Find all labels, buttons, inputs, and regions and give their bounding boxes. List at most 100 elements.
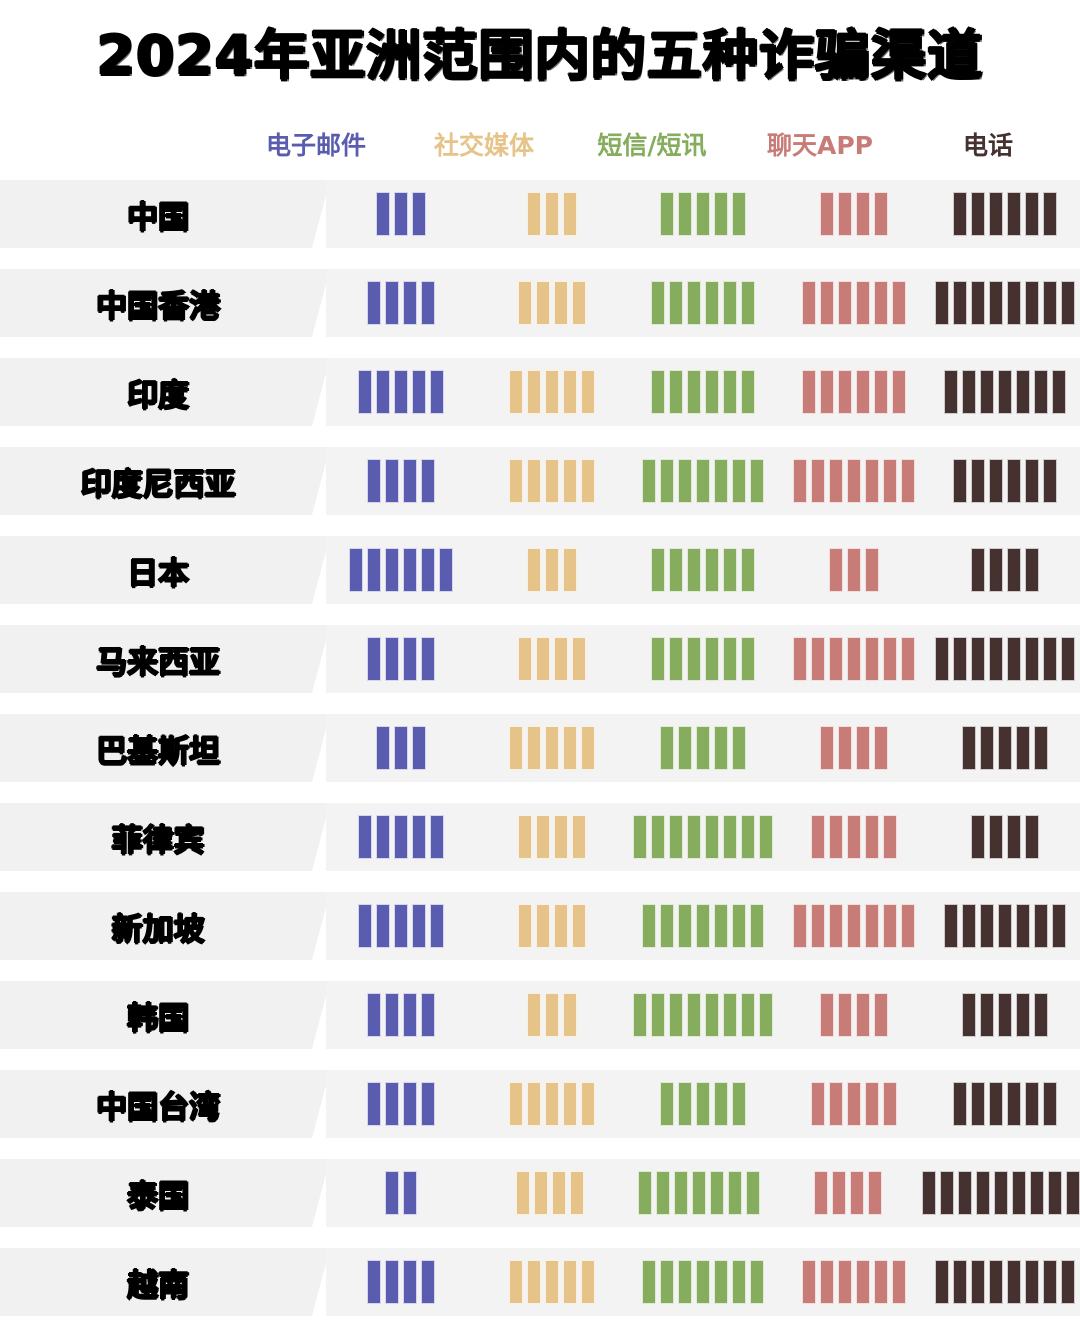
bar-unit: [740, 815, 755, 859]
bar-unit: [668, 281, 683, 325]
bar-group-social: [475, 1159, 624, 1227]
bar-unit: [831, 1171, 846, 1215]
country-label: 越南: [127, 1267, 189, 1304]
bar-group-phone: [922, 1159, 1080, 1227]
bar-unit: [837, 1260, 852, 1304]
bar-group-email: [326, 180, 477, 248]
bar-unit: [1024, 1260, 1039, 1304]
bar-unit: [554, 904, 569, 948]
bar-unit: [940, 1171, 954, 1215]
bar-panel: [326, 447, 1080, 515]
bar-unit: [367, 548, 382, 592]
bar-unit: [421, 993, 436, 1037]
bar-unit: [1015, 904, 1030, 948]
bar-unit: [1051, 904, 1066, 948]
bar-unit: [970, 192, 985, 236]
bar-unit: [713, 192, 728, 236]
country-label-panel: 中国: [0, 180, 330, 248]
bar-unit: [828, 904, 843, 948]
bar-unit: [677, 1260, 692, 1304]
bar-unit: [695, 192, 710, 236]
bar-unit: [1042, 1082, 1057, 1126]
bar-unit: [1015, 370, 1030, 414]
bar-unit: [650, 993, 665, 1037]
bar-unit: [922, 1171, 936, 1215]
bar-unit: [536, 904, 551, 948]
bar-unit: [961, 993, 976, 1037]
bar-unit: [709, 1171, 724, 1215]
bar-unit: [810, 637, 825, 681]
bar-unit: [731, 1260, 746, 1304]
chart-row: 马来西亚: [0, 625, 1080, 714]
bar-group-phone: [929, 714, 1080, 782]
country-label-panel: 泰国: [0, 1159, 330, 1227]
bar-unit: [900, 637, 915, 681]
bar-unit: [722, 637, 737, 681]
bar-unit: [650, 281, 665, 325]
bar-unit: [394, 192, 409, 236]
bar-unit: [1033, 993, 1048, 1037]
bar-unit: [686, 281, 701, 325]
bar-unit: [545, 548, 560, 592]
bar-unit: [997, 993, 1012, 1037]
bar-unit: [1042, 637, 1057, 681]
bar-unit: [979, 904, 994, 948]
bar-unit: [421, 548, 436, 592]
bar-unit: [563, 459, 578, 503]
bar-unit: [1006, 1082, 1021, 1126]
bar-unit: [740, 548, 755, 592]
bar-unit: [668, 815, 683, 859]
bar-group-social: [477, 1248, 628, 1316]
bar-unit: [740, 370, 755, 414]
bar-unit: [1033, 370, 1048, 414]
bar-unit: [873, 192, 888, 236]
bar-unit: [1024, 459, 1039, 503]
bar-unit: [1024, 192, 1039, 236]
bar-unit: [900, 904, 915, 948]
bar-unit: [864, 1082, 879, 1126]
bar-unit: [713, 726, 728, 770]
bar-panel: [326, 714, 1080, 782]
bar-unit: [668, 637, 683, 681]
bar-unit: [1024, 548, 1039, 592]
bar-unit: [943, 370, 958, 414]
bar-unit: [545, 993, 560, 1037]
bar-unit: [828, 1082, 843, 1126]
chart-row: 中国香港: [0, 269, 1080, 358]
bar-group-email: [326, 358, 477, 426]
bar-unit: [527, 459, 542, 503]
bar-unit: [572, 637, 587, 681]
bar-group-social: [477, 180, 628, 248]
bar-unit: [367, 637, 382, 681]
bar-group-chat: [778, 803, 929, 871]
chart-row: 印度: [0, 358, 1080, 447]
bar-unit: [1060, 637, 1075, 681]
bar-unit: [934, 637, 949, 681]
bar-unit: [1015, 726, 1030, 770]
bar-unit: [997, 726, 1012, 770]
bar-unit: [1006, 459, 1021, 503]
bar-unit: [545, 1082, 560, 1126]
country-label-panel: 中国香港: [0, 269, 330, 337]
bar-unit: [518, 281, 533, 325]
column-header-chat: 聊天APP: [767, 131, 873, 160]
bar-unit: [970, 548, 985, 592]
chart-row: 中国: [0, 180, 1080, 269]
bar-unit: [367, 1260, 382, 1304]
country-label: 菲律宾: [111, 822, 205, 859]
bar-unit: [713, 459, 728, 503]
bar-unit: [713, 1260, 728, 1304]
bar-unit: [358, 370, 373, 414]
bar-unit: [527, 1260, 542, 1304]
bar-unit: [527, 993, 542, 1037]
bar-unit: [988, 637, 1003, 681]
bar-unit: [864, 637, 879, 681]
bar-unit: [970, 815, 985, 859]
bar-group-email: [326, 447, 477, 515]
bar-unit: [961, 370, 976, 414]
bar-unit: [581, 1082, 596, 1126]
bar-unit: [527, 192, 542, 236]
bar-unit: [402, 1171, 417, 1215]
bar-group-chat: [778, 536, 929, 604]
bar-group-phone: [929, 1248, 1080, 1316]
